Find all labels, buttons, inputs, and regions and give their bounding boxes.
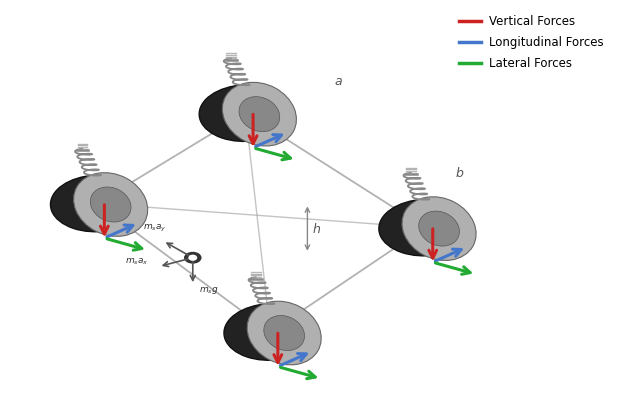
Ellipse shape	[419, 211, 460, 246]
Ellipse shape	[379, 199, 471, 256]
Ellipse shape	[222, 82, 296, 146]
Circle shape	[189, 256, 196, 260]
Ellipse shape	[247, 301, 321, 365]
Ellipse shape	[74, 172, 148, 236]
Legend: Vertical Forces, Longitudinal Forces, Lateral Forces: Vertical Forces, Longitudinal Forces, La…	[455, 10, 608, 75]
Ellipse shape	[224, 304, 317, 360]
Ellipse shape	[402, 197, 476, 260]
Ellipse shape	[50, 175, 143, 232]
Ellipse shape	[264, 316, 304, 351]
Text: h: h	[313, 223, 320, 236]
Ellipse shape	[239, 97, 279, 132]
Circle shape	[184, 253, 201, 263]
Text: b: b	[455, 167, 463, 180]
Text: $m_s g$: $m_s g$	[199, 285, 219, 296]
Ellipse shape	[199, 85, 292, 141]
Text: $m_s a_y$: $m_s a_y$	[143, 223, 166, 235]
Text: $m_s a_x$: $m_s a_x$	[125, 256, 148, 267]
Ellipse shape	[90, 187, 131, 222]
Text: a: a	[335, 75, 342, 87]
